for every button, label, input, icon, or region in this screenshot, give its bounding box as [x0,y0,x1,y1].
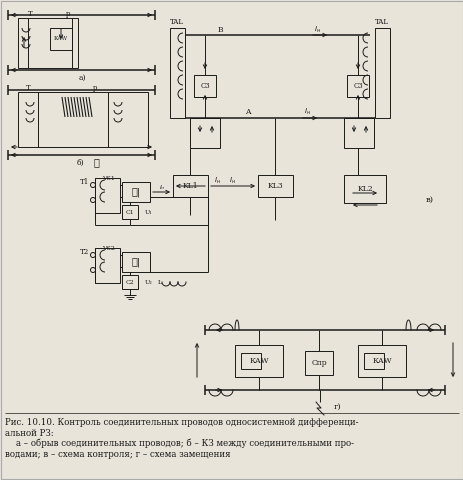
Text: C3: C3 [352,82,362,90]
Bar [234,345,282,377]
Text: $I_н$: $I_н$ [304,107,311,117]
Text: T2: T2 [80,248,89,256]
Bar [346,75,368,97]
Bar [194,75,216,97]
Text: TAL: TAL [374,18,388,26]
Text: KL1: KL1 [182,182,197,190]
Text: VS1: VS1 [102,176,115,180]
Text: C2: C2 [125,279,134,285]
Bar [95,248,120,283]
Text: Cпр: Cпр [311,359,326,367]
Bar [122,182,150,202]
Text: C3: C3 [200,82,209,90]
Bar [240,353,260,369]
Bar [189,118,219,148]
Text: а – обрыв соединительных проводов; б – КЗ между соединительными про-: а – обрыв соединительных проводов; б – К… [5,439,353,448]
Text: $I_н$: $I_н$ [214,176,221,186]
Bar [122,205,138,219]
Bar [173,175,207,197]
Text: VS2: VS2 [102,245,115,251]
Bar [18,18,78,68]
Text: в): в) [425,196,433,204]
Bar [122,275,138,289]
Text: б): б) [76,159,84,167]
Bar [18,92,148,147]
Text: KL3: KL3 [267,182,282,190]
Text: ⚡: ⚡ [93,158,99,168]
Text: г): г) [333,403,341,411]
Bar [122,252,150,272]
Bar [374,28,389,118]
Bar [257,175,292,197]
Text: р: р [93,84,97,92]
Text: U₂: U₂ [144,279,152,285]
Text: ⊳|: ⊳| [131,257,140,267]
Text: КАW: КАW [54,36,68,41]
Text: $I_н$: $I_н$ [229,176,236,186]
Text: L: L [158,279,162,285]
Text: U₁: U₁ [144,209,152,215]
Text: ⊳|: ⊳| [131,187,140,197]
Bar [343,175,385,203]
Text: КАW: КАW [371,357,391,365]
Bar [357,345,405,377]
Bar [169,28,185,118]
Text: водами; в – схема контроля; г – схема замещения: водами; в – схема контроля; г – схема за… [5,450,230,459]
Text: а): а) [78,74,86,82]
Text: B: B [217,26,222,34]
Text: р: р [66,10,70,18]
Bar [50,28,72,50]
Bar [304,351,332,375]
Text: KL2: KL2 [357,185,372,193]
Text: T1: T1 [80,178,89,186]
Text: Рис. 10.10. Контроль соединительных проводов односистемной дифференци-: Рис. 10.10. Контроль соединительных пров… [5,418,358,427]
Text: A: A [245,108,250,116]
Text: $I_н$: $I_н$ [314,25,321,35]
Bar [363,353,383,369]
Text: $I_н$: $I_н$ [158,183,165,192]
Bar [95,178,120,213]
Bar [343,118,373,148]
Text: T: T [28,10,32,18]
Text: T: T [25,84,30,92]
Text: C1: C1 [125,209,134,215]
Text: альной РЗ:: альной РЗ: [5,429,54,438]
Text: TAL: TAL [169,18,184,26]
Text: КАW: КАW [249,357,268,365]
